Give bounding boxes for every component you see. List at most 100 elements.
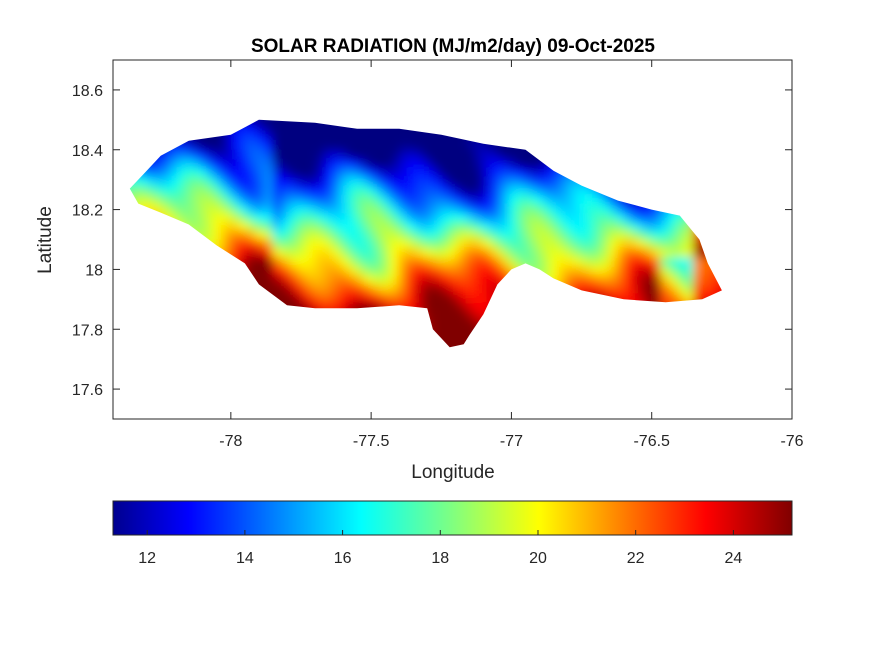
colorbar bbox=[112, 500, 793, 536]
colorbar-tick-label: 24 bbox=[724, 550, 742, 567]
field-cell bbox=[238, 254, 251, 267]
field-cell bbox=[272, 119, 285, 123]
x-tick-label: -77 bbox=[500, 433, 523, 450]
field-cell bbox=[365, 254, 378, 267]
field-cell bbox=[323, 254, 336, 267]
field-cell bbox=[525, 254, 538, 267]
y-tick-label: 17.6 bbox=[72, 382, 103, 399]
field-cell bbox=[499, 254, 512, 267]
x-tick-label: -77.5 bbox=[353, 433, 390, 450]
y-tick-label: 17.8 bbox=[72, 322, 103, 339]
field-cell bbox=[718, 281, 722, 294]
field-cell bbox=[247, 218, 260, 231]
field-cell bbox=[314, 254, 327, 267]
field-cell bbox=[642, 254, 655, 267]
field-cell bbox=[440, 254, 453, 267]
x-tick-label: -76.5 bbox=[633, 433, 670, 450]
field-cell bbox=[516, 254, 529, 267]
field-cell bbox=[592, 254, 605, 267]
field-cell bbox=[280, 254, 293, 267]
field-cell bbox=[129, 191, 142, 204]
chart-title: SOLAR RADIATION (MJ/m2/day) 09-Oct-2025 bbox=[251, 36, 655, 57]
field-cell bbox=[247, 182, 260, 195]
field-cell bbox=[710, 281, 722, 294]
field-cell bbox=[255, 119, 268, 123]
field-cell bbox=[541, 254, 554, 267]
field-cell bbox=[457, 254, 470, 267]
field-cell bbox=[247, 155, 260, 168]
field-cell bbox=[600, 254, 613, 267]
colorbar-tick-label: 20 bbox=[529, 550, 547, 567]
field-cell bbox=[550, 254, 563, 267]
field-cell bbox=[533, 254, 546, 267]
field-cell bbox=[247, 227, 260, 240]
field-cell bbox=[440, 335, 453, 348]
field-cell bbox=[449, 254, 462, 267]
field-cell bbox=[247, 146, 260, 159]
field-cell bbox=[264, 254, 277, 267]
field-cell bbox=[432, 254, 445, 267]
colorbar-tick-label: 22 bbox=[627, 550, 645, 567]
field-cell bbox=[247, 137, 260, 150]
field-cell bbox=[331, 254, 344, 267]
field-cell bbox=[617, 254, 630, 267]
field-cell bbox=[247, 173, 260, 186]
field-cell bbox=[247, 236, 260, 249]
field-cell bbox=[651, 254, 664, 267]
colorbar-axis: 12 14 16 18 20 22 24 bbox=[138, 530, 742, 567]
y-axis-label: Latitude bbox=[35, 206, 56, 274]
field-cell bbox=[575, 254, 588, 267]
field-cell bbox=[609, 254, 622, 267]
field-cell bbox=[474, 254, 487, 267]
y-tick-label: 18.6 bbox=[72, 83, 103, 100]
field-cell bbox=[306, 254, 319, 267]
field-cell bbox=[247, 191, 260, 204]
field-cell bbox=[508, 254, 521, 267]
x-tick-label: -76 bbox=[780, 433, 803, 450]
colorbar-tick-label: 12 bbox=[138, 550, 156, 567]
field-cell bbox=[264, 119, 277, 123]
field-cell bbox=[491, 254, 504, 267]
field-cell bbox=[558, 254, 571, 267]
field-cell bbox=[129, 182, 142, 195]
field-cell bbox=[297, 254, 310, 267]
field-cell bbox=[247, 128, 260, 141]
y-tick-label: 18.2 bbox=[72, 203, 103, 220]
field-cell bbox=[676, 254, 689, 267]
field-cell bbox=[348, 254, 361, 267]
field-cell bbox=[272, 254, 285, 267]
field-cell bbox=[247, 164, 260, 177]
field-cell bbox=[247, 119, 260, 132]
field-cell bbox=[659, 254, 672, 267]
field-cell bbox=[339, 254, 352, 267]
field-cell bbox=[693, 254, 706, 267]
field-cell bbox=[356, 254, 369, 267]
field-cell bbox=[634, 254, 647, 267]
field-cell bbox=[381, 254, 394, 267]
field-cell bbox=[247, 254, 260, 267]
x-axis-label: Longitude bbox=[411, 462, 494, 483]
field-cell bbox=[289, 254, 302, 267]
field-cell bbox=[626, 254, 639, 267]
field-cell bbox=[482, 254, 495, 267]
x-axis: -78 -77.5 -77 -76.5 -76 bbox=[219, 60, 804, 450]
field-cell bbox=[373, 254, 386, 267]
field-cell bbox=[567, 254, 580, 267]
field-cell bbox=[684, 254, 697, 267]
field-cell bbox=[583, 254, 596, 267]
colorbar-tick-label: 14 bbox=[236, 550, 254, 567]
y-axis: 17.6 17.8 18 18.2 18.4 18.6 bbox=[72, 83, 792, 399]
field-cell bbox=[466, 254, 479, 267]
field-cell bbox=[457, 335, 470, 348]
field-cell bbox=[449, 335, 462, 348]
field-cell bbox=[247, 209, 260, 222]
field-cell bbox=[390, 254, 403, 267]
y-tick-label: 18 bbox=[85, 262, 103, 279]
field-cell bbox=[668, 254, 681, 267]
field-cell bbox=[247, 245, 260, 258]
field-cell bbox=[255, 254, 268, 267]
field-cell bbox=[247, 263, 260, 276]
field-cell bbox=[398, 254, 411, 267]
y-tick-label: 18.4 bbox=[72, 143, 103, 160]
